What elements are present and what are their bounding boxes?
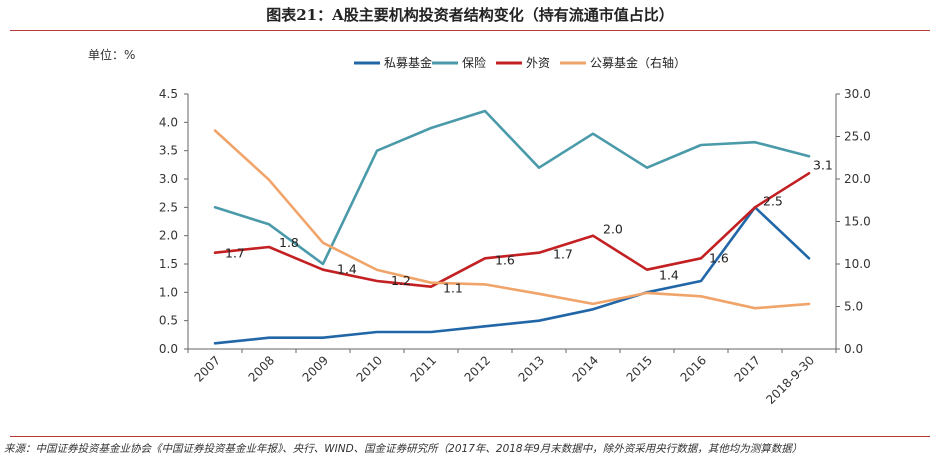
x-tick-label: 2013 [516, 353, 547, 384]
legend-label: 外资 [526, 56, 550, 70]
y-tick-label-left: 2.0 [159, 229, 178, 243]
y-tick-label-left: 4.5 [159, 87, 178, 101]
x-tick-label: 2008 [246, 353, 277, 384]
x-tick-label: 2011 [408, 353, 439, 384]
series-line-4 [213, 129, 811, 310]
x-tick-label: 2018-9-30 [763, 353, 817, 407]
x-tick-label: 2010 [354, 353, 385, 384]
series-line-1 [213, 206, 811, 345]
x-tick-label: 2017 [732, 353, 763, 384]
source-note: 来源：中国证券投资基金业协会《中国证券投资基金业年报》、央行、WIND、国金证券… [4, 443, 803, 455]
chart-title: 图表21：A股主要机构投资者结构变化（持有流通市值占比） [266, 6, 674, 24]
y-tick-label-left: 3.0 [159, 172, 178, 186]
y-tick-label-right: 30.0 [844, 87, 871, 101]
y-tick-label-left: 3.5 [159, 144, 178, 158]
y-tick-label-left: 1.0 [159, 285, 178, 299]
data-label: 2.0 [603, 222, 623, 237]
footer-divider [10, 436, 930, 437]
data-label: 1.2 [391, 273, 411, 288]
y-tick-label-left: 0.5 [159, 314, 178, 328]
data-label: 1.8 [279, 235, 299, 250]
legend-label: 私募基金 [384, 55, 432, 70]
x-tick-label: 2009 [300, 353, 331, 384]
data-label: 3.1 [813, 157, 833, 172]
y-tick-label-right: 20.0 [844, 172, 871, 186]
legend-label: 公募基金（右轴） [590, 55, 686, 70]
y-tick-label-left: 4.0 [159, 115, 178, 129]
data-label: 2.5 [763, 193, 783, 208]
x-tick-label: 2015 [624, 353, 655, 384]
y-tick-label-left: 1.5 [159, 257, 178, 271]
x-tick-label: 2014 [570, 353, 601, 384]
data-label: 1.7 [553, 247, 573, 262]
y-tick-label-right: 10.0 [844, 257, 871, 271]
y-tick-label-left: 2.5 [159, 200, 178, 214]
x-tick-label: 2012 [462, 353, 493, 384]
data-label: 1.1 [443, 281, 463, 296]
y-tick-label-right: 25.0 [844, 130, 871, 144]
unit-label: 单位：% [88, 48, 136, 62]
data-label: 1.6 [709, 250, 729, 265]
data-label: 1.6 [495, 252, 515, 267]
data-label: 1.7 [225, 246, 245, 261]
series-line-3 [213, 172, 811, 289]
y-tick-label-left: 0.0 [159, 342, 178, 356]
x-tick-label: 2007 [192, 353, 223, 384]
title-divider [10, 30, 930, 31]
y-tick-label-right: 15.0 [844, 215, 871, 229]
y-tick-label-right: 0.0 [844, 342, 863, 356]
data-label: 1.4 [337, 262, 357, 277]
y-tick-label-right: 5.0 [844, 300, 863, 314]
x-tick-label: 2016 [678, 353, 709, 384]
data-label: 1.4 [659, 268, 679, 283]
series-line-2 [213, 109, 811, 266]
legend-label: 保险 [462, 55, 486, 70]
